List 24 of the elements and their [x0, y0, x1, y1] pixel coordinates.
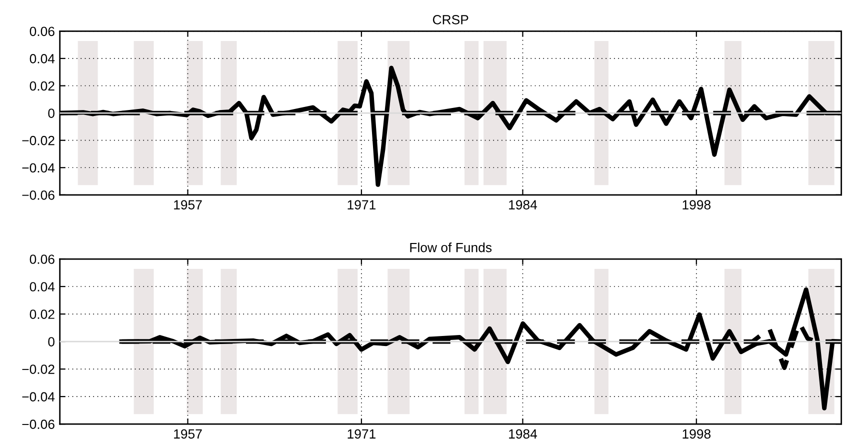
chart-title: Flow of Funds	[410, 242, 492, 252]
y-tick-label: −0.04	[22, 163, 55, 173]
y-tick-label: 0.02	[30, 81, 54, 91]
y-tick-label: −0.02	[22, 364, 54, 374]
y-tick-label: −0.06	[22, 420, 54, 429]
y-tick-label: 0.04	[30, 282, 55, 292]
y-tick-label: 0.04	[30, 54, 55, 64]
chart-title: CRSP	[432, 15, 468, 24]
y-tick-label: −0.02	[22, 136, 54, 146]
x-tick-label: 1971	[348, 429, 376, 439]
y-tick-label: 0	[48, 108, 54, 118]
y-tick-label: 0	[48, 337, 54, 346]
x-tick-label: 1957	[174, 200, 202, 210]
y-tick-label: −0.04	[22, 392, 55, 402]
y-tick-label: −0.06	[22, 190, 54, 200]
x-tick-label: 1984	[509, 200, 538, 210]
x-tick-label: 1998	[682, 200, 711, 210]
y-tick-label: 0.06	[30, 254, 54, 264]
x-tick-label: 1984	[509, 429, 538, 439]
x-tick-label: 1971	[348, 200, 376, 210]
x-tick-label: 1998	[682, 429, 711, 439]
x-tick-label: 1957	[174, 429, 202, 439]
y-tick-label: 0.02	[30, 310, 54, 319]
y-tick-label: 0.06	[30, 26, 54, 36]
